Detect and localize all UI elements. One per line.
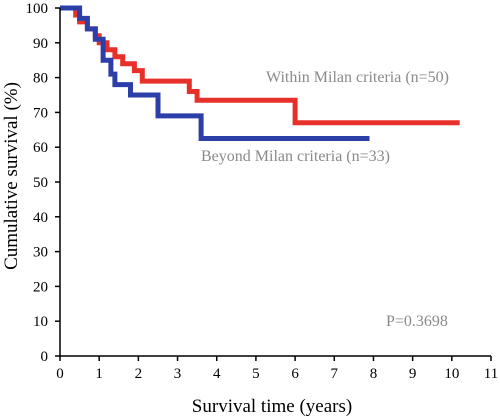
y-tick-label-100: 100	[26, 1, 49, 17]
y-tick-label-70: 70	[33, 105, 48, 121]
x-tick-label-2: 2	[135, 366, 143, 382]
y-tick-label-40: 40	[33, 210, 48, 226]
y-ticks: 0 10 20 30 40 50 60 70 80 90 100	[26, 1, 60, 365]
x-tick-label-0: 0	[56, 366, 64, 382]
x-tick-label-1: 1	[95, 366, 103, 382]
y-tick-label-30: 30	[33, 245, 48, 261]
x-tick-label-11: 11	[484, 366, 498, 382]
x-axis-title: Survival time (years)	[192, 396, 352, 417]
y-tick-label-20: 20	[33, 279, 48, 295]
x-tick-label-8: 8	[370, 366, 378, 382]
y-tick-label-0: 0	[41, 349, 49, 365]
x-tick-label-3: 3	[174, 366, 182, 382]
y-tick-label-90: 90	[33, 36, 48, 52]
p-value-annotation: P=0.3698	[386, 313, 448, 330]
series-line-0	[60, 5, 460, 126]
y-axis-title: Cumulative survival (%)	[1, 82, 22, 270]
x-tick-label-5: 5	[252, 366, 260, 382]
x-tick-label-4: 4	[213, 366, 221, 382]
x-tick-label-9: 9	[409, 366, 417, 382]
series-line-1	[60, 5, 370, 141]
plot-lines	[60, 5, 460, 141]
x-ticks: 0 1 2 3 4 5 6 7 8 9 10 11	[56, 356, 498, 382]
y-tick-label-50: 50	[33, 175, 48, 191]
x-tick-label-7: 7	[331, 366, 339, 382]
beyond-milan-label: Beyond Milan criteria (n=33)	[201, 148, 390, 165]
y-tick-label-10: 10	[33, 314, 48, 330]
y-tick-label-60: 60	[33, 140, 48, 156]
x-tick-label-6: 6	[291, 366, 299, 382]
within-milan-label: Within Milan criteria (n=50)	[266, 69, 449, 86]
y-tick-label-80: 80	[33, 71, 48, 87]
x-tick-label-10: 10	[444, 366, 459, 382]
